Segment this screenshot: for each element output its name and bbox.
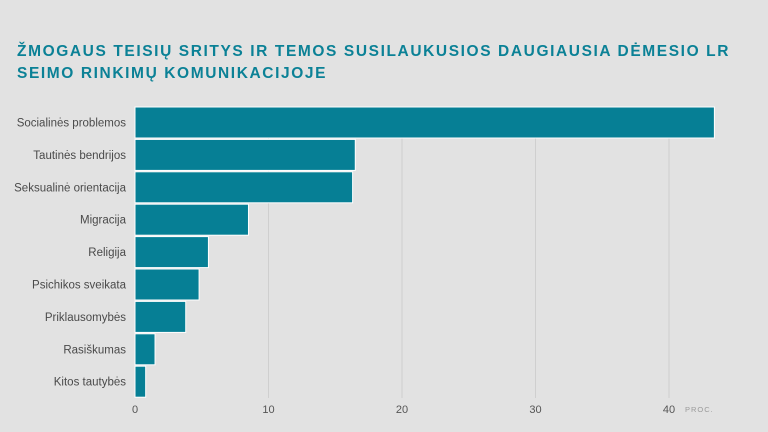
- category-label: Tautinės bendrijos: [33, 150, 126, 162]
- bar: [134, 236, 209, 269]
- category-label: Psichikos sveikata: [32, 280, 127, 292]
- category-label: Seksualinė orientacija: [14, 182, 126, 194]
- x-tick-label: 40: [663, 404, 675, 416]
- category-label: Priklausomybės: [45, 312, 126, 324]
- category-label: Migracija: [80, 215, 127, 227]
- bar: [134, 171, 354, 204]
- x-unit-label: PROC.: [685, 405, 714, 414]
- x-tick-label: 30: [529, 404, 541, 416]
- category-label: Religija: [88, 247, 126, 259]
- bar: [134, 268, 200, 301]
- bar: [134, 365, 147, 398]
- bar: [134, 300, 187, 333]
- chart-title: ŽMOGAUS TEISIŲ SRITYS IR TEMOS SUSILAUKU…: [17, 43, 731, 82]
- category-label: Rasiškumas: [63, 344, 126, 356]
- category-label: Socialinės problemos: [17, 118, 127, 130]
- x-tick-label: 0: [132, 404, 138, 416]
- x-tick-label: 10: [262, 404, 274, 416]
- bar: [134, 138, 356, 171]
- bars: [134, 106, 715, 398]
- x-tick-label: 20: [396, 404, 408, 416]
- bar: [134, 333, 156, 366]
- bar: [134, 203, 249, 236]
- bar: [134, 106, 715, 139]
- x-tick-labels: 0 10 20 30 40: [132, 404, 675, 416]
- category-label: Kitos tautybės: [54, 377, 126, 389]
- category-labels: Socialinės problemos Tautinės bendrijos Se…: [14, 118, 126, 389]
